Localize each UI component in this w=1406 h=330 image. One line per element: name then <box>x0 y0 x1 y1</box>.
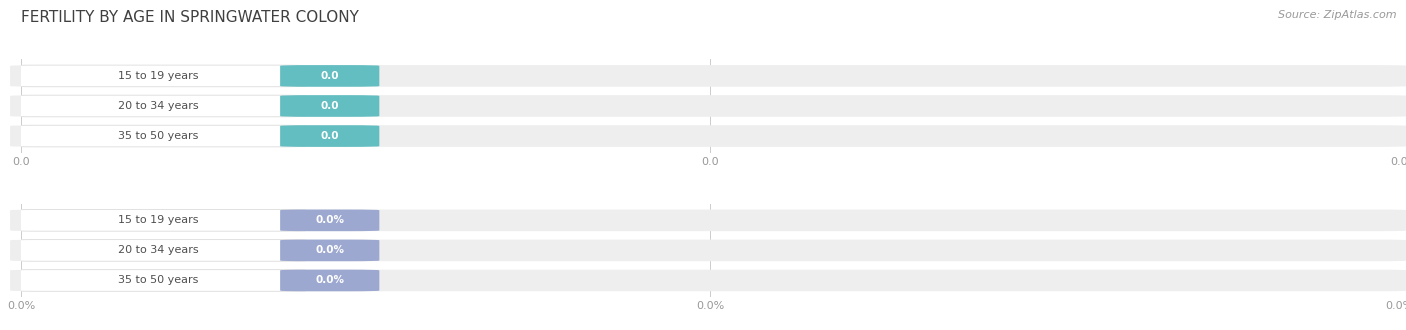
Text: 35 to 50 years: 35 to 50 years <box>118 276 198 285</box>
Text: 0.0: 0.0 <box>321 71 339 81</box>
FancyBboxPatch shape <box>10 65 1406 87</box>
Text: Source: ZipAtlas.com: Source: ZipAtlas.com <box>1278 10 1396 20</box>
Text: 0.0%: 0.0% <box>315 246 344 255</box>
FancyBboxPatch shape <box>280 95 380 117</box>
FancyBboxPatch shape <box>10 95 1406 117</box>
FancyBboxPatch shape <box>10 65 307 87</box>
Text: 0.0: 0.0 <box>321 131 339 141</box>
FancyBboxPatch shape <box>280 240 380 261</box>
FancyBboxPatch shape <box>10 125 307 147</box>
Text: FERTILITY BY AGE IN SPRINGWATER COLONY: FERTILITY BY AGE IN SPRINGWATER COLONY <box>21 10 359 25</box>
Text: 35 to 50 years: 35 to 50 years <box>118 131 198 141</box>
FancyBboxPatch shape <box>280 125 380 147</box>
Text: 15 to 19 years: 15 to 19 years <box>118 215 198 225</box>
FancyBboxPatch shape <box>280 65 380 87</box>
FancyBboxPatch shape <box>10 95 307 117</box>
FancyBboxPatch shape <box>10 270 307 291</box>
Text: 20 to 34 years: 20 to 34 years <box>118 101 198 111</box>
Text: 0.0: 0.0 <box>321 101 339 111</box>
Text: 0.0%: 0.0% <box>315 215 344 225</box>
Text: 20 to 34 years: 20 to 34 years <box>118 246 198 255</box>
FancyBboxPatch shape <box>10 270 1406 291</box>
FancyBboxPatch shape <box>280 210 380 231</box>
FancyBboxPatch shape <box>10 240 1406 261</box>
Text: 0.0%: 0.0% <box>315 276 344 285</box>
FancyBboxPatch shape <box>10 240 307 261</box>
FancyBboxPatch shape <box>10 125 1406 147</box>
FancyBboxPatch shape <box>280 270 380 291</box>
FancyBboxPatch shape <box>10 210 307 231</box>
Text: 15 to 19 years: 15 to 19 years <box>118 71 198 81</box>
FancyBboxPatch shape <box>10 210 1406 231</box>
